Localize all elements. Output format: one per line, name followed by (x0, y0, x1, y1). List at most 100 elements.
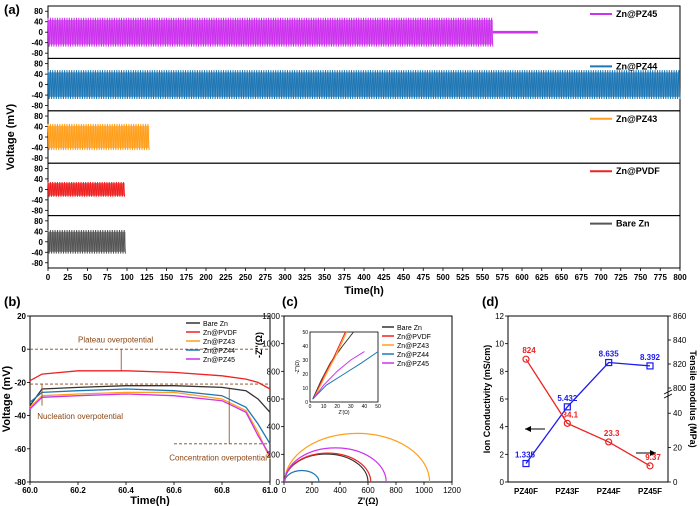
x-tick-label: 25 (63, 273, 72, 282)
voltage-band (48, 72, 680, 97)
nyquist-arc (284, 469, 320, 483)
x-tick-label: 750 (634, 273, 648, 282)
y-tick-label: 80 (34, 7, 43, 16)
y-tick-label: 20 (17, 312, 26, 321)
x-tick-label: 400 (333, 486, 347, 495)
right-axis-arrowhead (650, 450, 656, 456)
category-label: PZ43F (555, 487, 579, 496)
x-tick-label: 800 (389, 486, 403, 495)
y2-tick-label: 20 (673, 444, 682, 453)
x-tick-label: 625 (535, 273, 549, 282)
y-tick-label: 0 (22, 345, 27, 354)
inset-y-tick-label: 40 (302, 344, 308, 350)
conductivity-label: 8.635 (599, 350, 620, 359)
x-tick-label: 325 (298, 273, 312, 282)
y-tick-label: 80 (34, 217, 43, 226)
conductivity-marker (563, 403, 571, 411)
modulus-marker (646, 462, 654, 470)
inset-y-title: -Z''(Ω) (295, 360, 301, 374)
annotation-nucleation: Nucleation overpotential (37, 412, 123, 421)
y-tick-label: 400 (267, 423, 281, 432)
voltage-band (48, 183, 125, 196)
x-axis-title: Time(h) (344, 285, 384, 297)
inset-y-tick-label: 50 (302, 330, 308, 336)
y-tick-label: -40 (14, 412, 26, 421)
x-tick-label: 0 (46, 273, 51, 282)
y-tick-label: 0 (39, 28, 44, 37)
y-axis-title: Ion Conductivity (mS/cm) (482, 345, 492, 454)
x-tick-label: 125 (140, 273, 154, 282)
panel-label-b: (b) (4, 294, 21, 309)
y2-tick-label: 800 (673, 384, 687, 393)
y-tick-label: 0 (39, 81, 44, 90)
y-tick-label: 0 (39, 238, 44, 247)
y-tick-label: -80 (31, 102, 43, 111)
inset-curve (313, 331, 348, 399)
x-tick-label: 300 (278, 273, 292, 282)
annotation-concentration: Concentration overpotential (169, 453, 267, 462)
axis-break-mark (663, 393, 673, 399)
y2-axis-title: Tensile modulus (MPa) (688, 350, 698, 447)
legend-label: Zn@PZ45 (397, 361, 429, 368)
panel-label-a: (a) (4, 2, 20, 17)
panel-label-c: (c) (282, 294, 298, 309)
y-tick-label: 1000 (262, 340, 280, 349)
x-tick-label: 550 (476, 273, 490, 282)
y-tick-label: -80 (31, 206, 43, 215)
inset-curve (312, 351, 379, 400)
x-axis-title: Time(h) (130, 495, 170, 506)
inset-x-tick-label: 30 (348, 404, 354, 410)
x-tick-label: 400 (357, 273, 371, 282)
voltage-band (48, 231, 126, 252)
panel-d-conductivity-modulus: (d) 0 2 4 6 8 10 12 PZ40F PZ43F PZ44F PZ45F Ion Cond… (482, 294, 698, 496)
y2-tick-label: 860 (673, 312, 687, 321)
modulus-label: 23.3 (604, 429, 620, 438)
y-tick-label: 0 (500, 478, 505, 487)
legend-label: Zn@PVDF (397, 334, 431, 341)
y-tick-label: 0 (39, 185, 44, 194)
x-tick-label: 50 (83, 273, 92, 282)
y-tick-label: 0 (276, 478, 281, 487)
category-label: PZ45F (638, 487, 662, 496)
category-label: PZ44F (597, 487, 621, 496)
y-tick-label: -40 (31, 91, 43, 100)
category-label: PZ40F (514, 487, 538, 496)
y-tick-label: 600 (267, 395, 281, 404)
inset-x-tick-label: 50 (375, 404, 381, 410)
y-tick-label: -40 (31, 143, 43, 152)
x-axis-title: Z'(Ω) (358, 496, 379, 506)
x-tick-label: 775 (654, 273, 668, 282)
x-tick-label: 425 (377, 273, 391, 282)
panel-a-voltage-profiles: (a)Voltage (mV)80400-40-80Zn@PZ45-80-400… (4, 2, 687, 297)
legend-label: Bare Zn (616, 219, 650, 229)
y-tick-label: 80 (34, 164, 43, 173)
x-tick-label: 725 (614, 273, 628, 282)
y-tick-label: 2 (500, 450, 505, 459)
modulus-line (525, 358, 651, 467)
x-tick-label: 100 (120, 273, 134, 282)
y2-tick-label: 40 (673, 409, 682, 418)
x-tick-label: 225 (219, 273, 233, 282)
x-tick-label: 800 (673, 273, 687, 282)
legend-label: Zn@PZ44 (203, 348, 235, 355)
conductivity-label: 1.335 (515, 451, 536, 460)
inset-x-tick-label: 0 (309, 404, 312, 410)
legend-label: Zn@PZ45 (203, 357, 235, 364)
x-tick-label: 500 (436, 273, 450, 282)
x-tick-label: 700 (594, 273, 608, 282)
x-tick-label: 60.6 (166, 486, 182, 495)
x-tick-label: 675 (575, 273, 589, 282)
series-line (29, 385, 271, 413)
legend-label: Zn@PVDF (203, 330, 237, 337)
legend-label: Zn@PVDF (616, 166, 660, 176)
inset-y-tick-label: 0 (305, 400, 308, 406)
nyquist-arc (284, 432, 431, 483)
legend-label: Zn@PZ43 (397, 343, 429, 350)
modulus-label: 824 (522, 346, 536, 355)
conductivity-marker (605, 358, 613, 367)
y-tick-label: -40 (31, 196, 43, 205)
modulus-marker (563, 419, 571, 427)
x-tick-label: 600 (361, 486, 375, 495)
y-tick-label: -80 (31, 259, 43, 268)
